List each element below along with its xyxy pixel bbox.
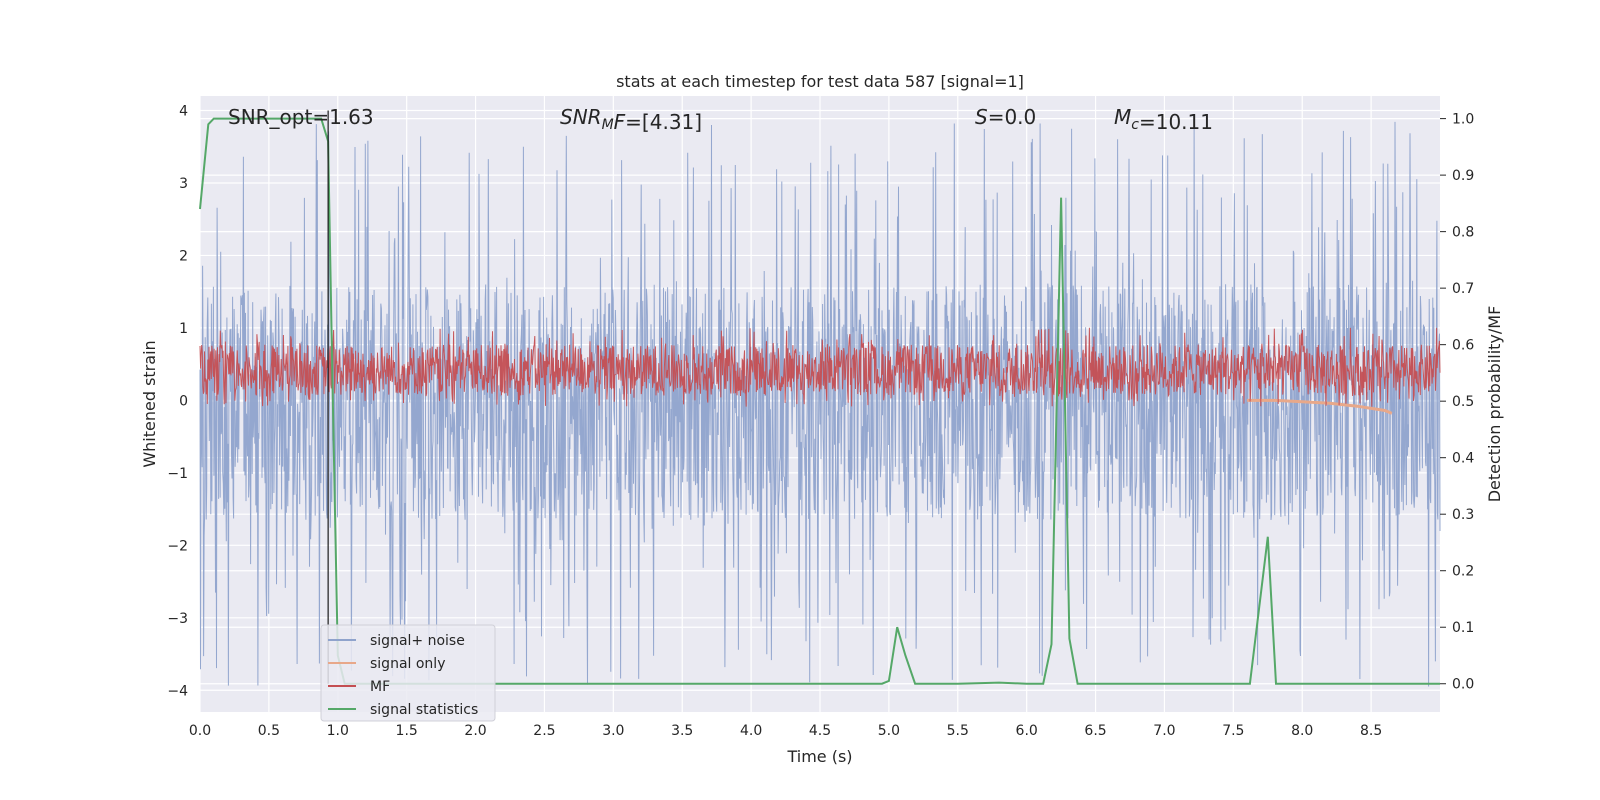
legend: signal+ noise signal only MF signal statist… — [320, 624, 496, 722]
x-tick-label: 1.5 — [396, 723, 418, 739]
y-tick-label: −4 — [167, 683, 188, 699]
y-tick-label: 2 — [179, 248, 188, 264]
x-axis-ticks: 0.0 0.5 1.0 1.5 2.0 2.5 3.0 3.5 4.0 4.5 5.0 5.5 6.0 6… — [189, 723, 1382, 739]
y-tick-label-right: 0.7 — [1452, 281, 1474, 297]
x-tick-label: 1.0 — [327, 723, 349, 739]
y-tick-label-right: 0.1 — [1452, 620, 1474, 636]
y-tick-label-right: 1.0 — [1452, 112, 1474, 128]
legend-label: MF — [370, 679, 390, 695]
y-tick-label: 4 — [179, 103, 188, 119]
y-axis-ticks-left: −4 −3 −2 −1 0 1 2 3 4 — [167, 103, 188, 699]
x-tick-label: 0.5 — [258, 723, 280, 739]
y-axis-label-right: Detection probability/MF — [1485, 306, 1504, 503]
y-tick-label-right: 0.8 — [1452, 225, 1474, 241]
annotations: SNR_opt=1.63 SNRMF=[4.31] S=0.0 Mc=10.11 — [228, 105, 1213, 134]
legend-box — [320, 624, 496, 722]
series-layer — [199, 117, 1441, 687]
y-axis-label: Whitened strain — [140, 340, 159, 467]
y-tick-label: −3 — [167, 611, 188, 627]
annotation-text: Mc=10.11 — [1114, 105, 1213, 134]
series-signal-noise — [199, 121, 1441, 687]
y-tick-label-right: 0.2 — [1452, 564, 1474, 580]
x-tick-label: 6.5 — [1084, 723, 1106, 739]
x-tick-label: 4.5 — [809, 723, 831, 739]
x-tick-label: 8.5 — [1360, 723, 1382, 739]
legend-label: signal statistics — [370, 702, 478, 718]
x-tick-label: 3.0 — [602, 723, 624, 739]
legend-label: signal+ noise — [370, 633, 465, 649]
y-tick-label-right: 0.3 — [1452, 507, 1474, 523]
x-tick-label: 7.5 — [1222, 723, 1244, 739]
x-tick-label: 2.5 — [533, 723, 555, 739]
x-tick-label: 8.0 — [1291, 723, 1313, 739]
x-tick-label: 7.0 — [1153, 723, 1175, 739]
legend-label: signal only — [370, 656, 445, 672]
series-signal-only — [1247, 398, 1393, 415]
x-axis-label: Time (s) — [786, 747, 852, 766]
chart-title: stats at each timestep for test data 587… — [616, 72, 1024, 91]
y-tick-label-right: 0.9 — [1452, 168, 1474, 184]
x-tick-label: 4.0 — [740, 723, 762, 739]
y-tick-label-right: 0.6 — [1452, 338, 1474, 354]
y-tick-label-right: 0.4 — [1452, 451, 1474, 467]
annotation-text: SNR_opt=1.63 — [228, 105, 374, 129]
x-tick-label: 0.0 — [189, 723, 211, 739]
x-tick-label: 5.0 — [878, 723, 900, 739]
series-signal-statistics — [199, 117, 1440, 685]
annotation-text: SNRMF=[4.31] — [560, 105, 702, 134]
y-tick-label: 1 — [179, 321, 188, 337]
x-tick-label: 6.0 — [1016, 723, 1038, 739]
y-tick-label: 3 — [179, 176, 188, 192]
x-tick-label: 3.5 — [671, 723, 693, 739]
annotation-text: S=0.0 — [975, 105, 1036, 129]
x-tick-label: 5.5 — [947, 723, 969, 739]
series-mf — [199, 327, 1441, 407]
y-tick-label: −2 — [167, 538, 188, 554]
y-tick-label-right: 0.0 — [1452, 677, 1474, 693]
y-axis-ticks-right: 0.0 0.1 0.2 0.3 0.4 0.5 0.6 0.7 0.8 0.9 1.0 — [1440, 112, 1474, 693]
y-tick-label-right: 0.5 — [1452, 394, 1474, 410]
x-tick-label: 2.0 — [464, 723, 486, 739]
y-tick-label: −1 — [167, 466, 188, 482]
y-tick-label: 0 — [179, 393, 188, 409]
